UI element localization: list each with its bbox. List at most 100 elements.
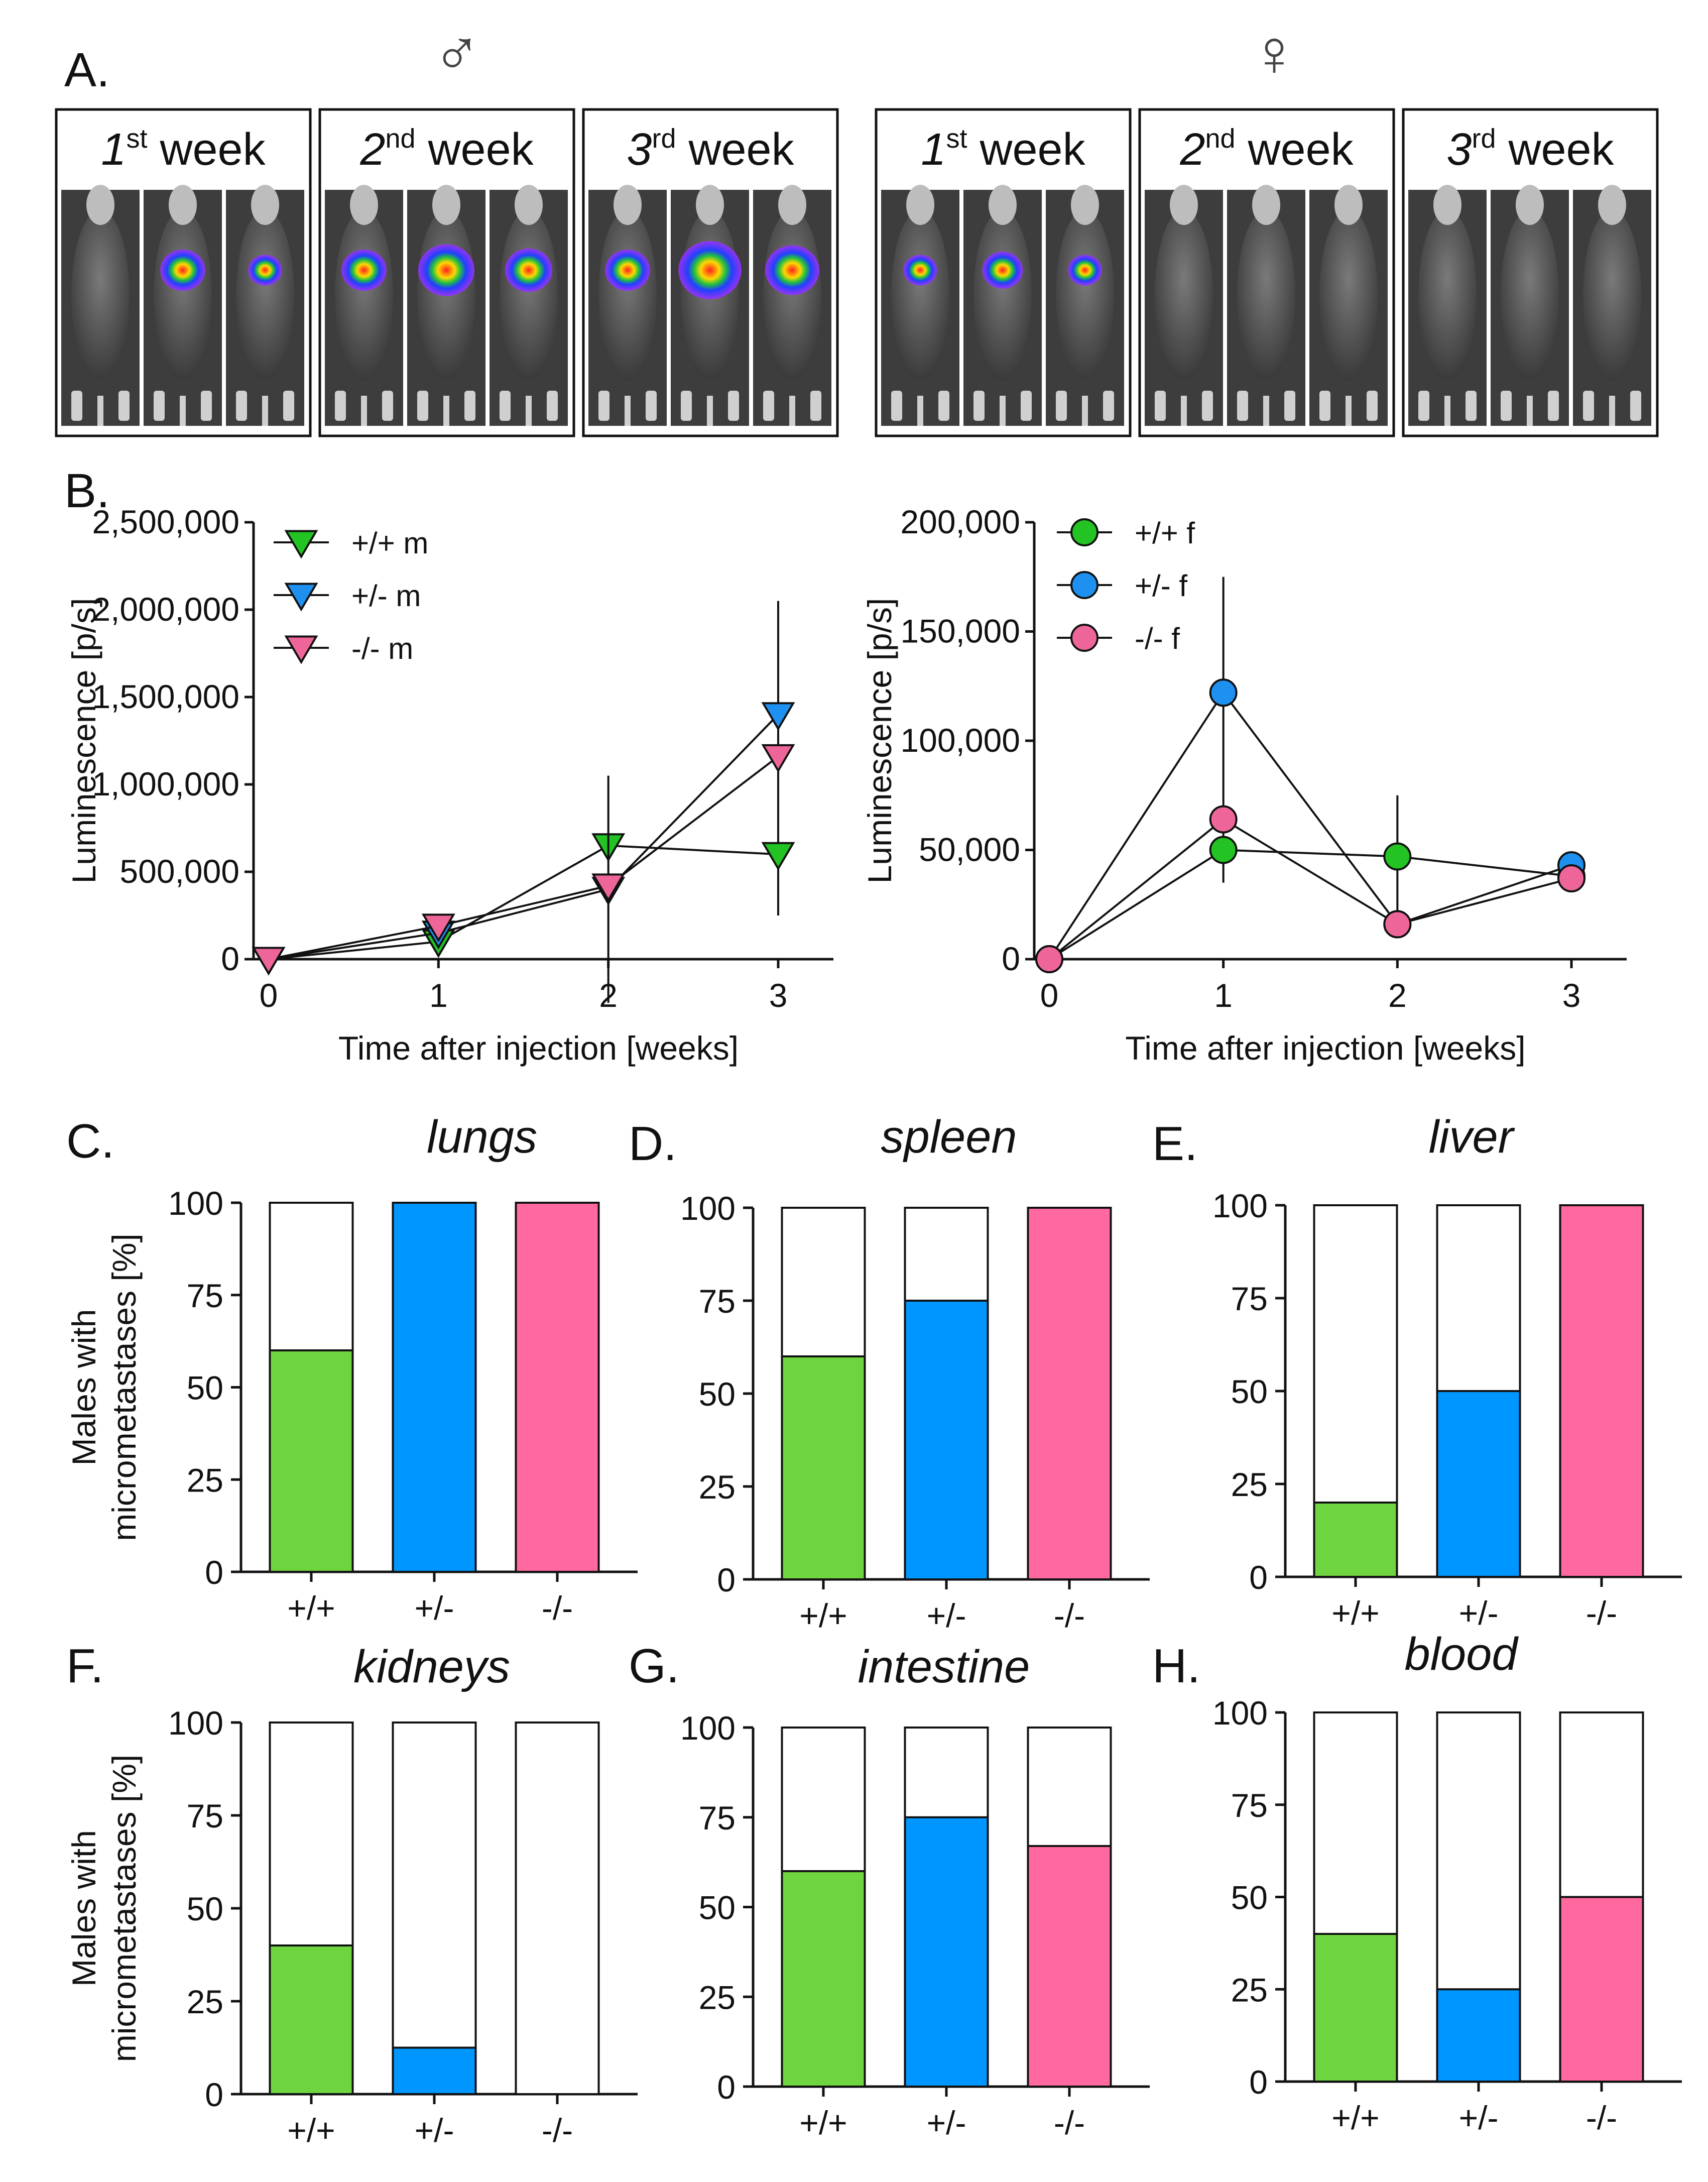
mouse-image — [1046, 185, 1124, 426]
panel-title: spleen — [881, 1111, 1017, 1163]
x-tick-label: +/+ — [799, 2104, 847, 2141]
mouse-head — [1170, 185, 1198, 225]
female-symbol-icon: ♀ — [1250, 16, 1299, 89]
mouse-leg — [1319, 391, 1330, 421]
panel-label: D. — [629, 1117, 677, 1171]
mouse-tail — [789, 396, 795, 426]
mouse-body — [891, 210, 949, 381]
week-label: 2nd week — [1179, 124, 1354, 175]
mouse-image — [753, 185, 831, 426]
mouse-leg — [71, 391, 82, 421]
y-tick-label: 50 — [699, 1889, 736, 1926]
mouse-image — [1491, 185, 1569, 426]
mouse-head — [1598, 185, 1626, 225]
y-tick-label: 25 — [187, 1461, 223, 1499]
mouse-tail — [1609, 396, 1615, 426]
x-tick-label: +/+ — [287, 1589, 335, 1627]
series-1: +/+ f — [1035, 516, 1585, 973]
mouse-leg — [118, 391, 130, 421]
bar-+/- — [392, 1202, 477, 1573]
x-axis-label: Time after injection [weeks] — [338, 1029, 739, 1067]
series-line — [268, 844, 779, 960]
x-tick-label: -/- — [1054, 1597, 1085, 1634]
data-point — [252, 947, 286, 976]
mouse-body — [1583, 210, 1641, 381]
mouse-image — [588, 185, 667, 426]
week-number: 1 — [921, 125, 946, 175]
y-tick-label: 100 — [168, 1704, 223, 1742]
luminescence-signal — [678, 241, 742, 299]
panel-e-bar-chart: E. liver 0 25 50 75 100 +/+ +/- -/- — [1152, 1111, 1682, 1632]
mouse-leg — [728, 391, 739, 421]
mouse-head — [1334, 185, 1363, 225]
legend-marker — [1070, 518, 1099, 546]
mouse-leg — [810, 391, 821, 421]
mouse-image — [490, 185, 568, 426]
mouse-body — [763, 210, 821, 381]
bar--/- — [1027, 1207, 1112, 1580]
week-suffix: st — [946, 124, 967, 154]
week-word: week — [147, 125, 266, 175]
mouse-body — [1319, 210, 1378, 381]
week-label: 3rd week — [1446, 124, 1614, 175]
y-tick-label: 50 — [1231, 1373, 1268, 1410]
y-tick-label: 1,000,000 — [92, 765, 239, 802]
y-tick-label: 25 — [187, 1983, 223, 2020]
y-tick-label: 200,000 — [900, 503, 1020, 540]
mouse-tail — [97, 396, 103, 426]
mouse-head — [614, 185, 642, 225]
mouse-leg — [283, 391, 294, 421]
panel-b: B. 0 500,000 1,000,000 1,500,000 2,000,000 2,… — [64, 464, 1627, 1067]
y-tick-label: 75 — [1231, 1787, 1268, 1824]
mouse-head — [86, 185, 114, 225]
y-tick-label: 100 — [1212, 1694, 1268, 1732]
mouse-leg — [1630, 391, 1641, 421]
mouse-tail — [180, 396, 186, 426]
series-3: -/- m — [252, 632, 795, 976]
male-week-3-panel: 3rd week — [582, 108, 839, 437]
luminescence-signal — [418, 244, 474, 296]
x-tick-label: -/- — [1586, 1594, 1617, 1632]
data-point — [761, 842, 795, 871]
panel-title: liver — [1429, 1111, 1515, 1163]
mouse-head — [251, 185, 279, 225]
week-number: 2 — [359, 125, 385, 175]
week-number: 3 — [627, 125, 652, 175]
y-tick-label: 100 — [1212, 1187, 1268, 1224]
mouse-head — [515, 185, 543, 225]
panel-label: E. — [1152, 1117, 1198, 1171]
week-word: week — [1496, 125, 1614, 175]
male-week-1-panel: 1st week — [55, 108, 312, 437]
bar--/- — [1027, 1845, 1112, 2088]
data-point — [1209, 836, 1238, 864]
mouse-leg — [1021, 391, 1032, 421]
mouse-leg — [500, 391, 511, 421]
y-tick-label: 50 — [699, 1375, 736, 1413]
legend-marker — [284, 583, 318, 612]
mouse-tail — [917, 396, 923, 426]
y-tick-label: 0 — [205, 2076, 223, 2113]
week-suffix: st — [126, 124, 147, 154]
series-line — [268, 714, 779, 960]
mouse-head — [1252, 185, 1280, 225]
x-tick-label: -/- — [542, 2112, 573, 2149]
data-point — [1557, 864, 1585, 893]
bar-+/- — [904, 1300, 989, 1580]
y-tick-label: 50 — [187, 1369, 223, 1407]
mouse-image — [61, 185, 140, 426]
female-week-1-panel: 1st week — [875, 108, 1132, 437]
mouse-head — [989, 185, 1017, 225]
mouse-body — [1418, 210, 1477, 381]
bar-+/- — [1436, 1988, 1521, 2083]
mouse-leg — [154, 391, 165, 421]
y-tick-label: 75 — [187, 1797, 223, 1834]
x-tick-label: -/- — [1054, 2104, 1085, 2141]
mouse-tail — [1082, 396, 1088, 426]
legend-label: +/+ f — [1135, 516, 1195, 550]
series-line — [1048, 849, 1572, 960]
y-tick-label: 75 — [1231, 1280, 1268, 1317]
mouse-body — [1501, 210, 1559, 381]
mouse-leg — [891, 391, 902, 421]
mouse-leg — [201, 391, 212, 421]
y-tick-label: 0 — [221, 940, 239, 977]
